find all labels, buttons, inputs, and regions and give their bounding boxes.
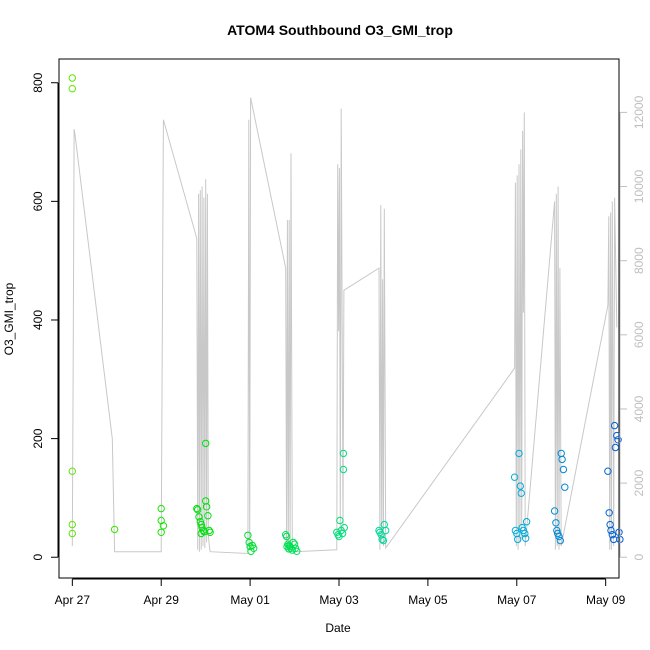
- data-point: [552, 519, 560, 527]
- data-point: [516, 482, 524, 490]
- x-axis: Apr 27 Apr 29 May 01 May 03 May 05 May 07 May …: [55, 578, 626, 607]
- data-point: [68, 74, 77, 82]
- data-point: [510, 473, 519, 481]
- x-tick-label: Apr 29: [144, 593, 180, 607]
- data-point: [610, 421, 619, 430]
- y-right-tick-label: 8000: [632, 247, 646, 274]
- data-point: [522, 534, 530, 542]
- data-point: [195, 513, 203, 521]
- x-tick-label: May 07: [497, 593, 537, 607]
- x-tick-label: May 09: [586, 593, 626, 607]
- data-point: [285, 545, 293, 553]
- data-point: [559, 465, 568, 474]
- y-right-tick-label: 6000: [632, 321, 646, 348]
- data-point: [555, 532, 563, 541]
- x-axis-label: Date: [325, 621, 351, 635]
- data-point: [615, 528, 623, 536]
- data-point: [159, 522, 168, 530]
- data-point: [382, 526, 390, 535]
- data-point: [339, 465, 348, 474]
- data-point: [556, 536, 564, 545]
- data-point: [157, 528, 165, 536]
- data-point: [157, 504, 165, 513]
- data-point: [202, 439, 210, 448]
- data-point: [614, 436, 622, 444]
- y-right-tick-label: 10000: [632, 169, 646, 203]
- x-tick-label: May 01: [230, 593, 270, 607]
- data-point: [293, 547, 301, 555]
- data-point: [605, 509, 613, 517]
- y-axis-left: 0 200 400 600 800: [31, 72, 59, 561]
- data-point: [290, 540, 299, 548]
- data-point: [378, 535, 386, 544]
- y-left-tick-label: 0: [31, 554, 45, 561]
- y-left-tick-label: 600: [31, 191, 45, 211]
- y-right-tick-label: 2000: [632, 469, 646, 496]
- data-point: [204, 512, 212, 520]
- data-point: [68, 467, 77, 475]
- data-point: [521, 529, 529, 538]
- data-point: [340, 523, 348, 532]
- y-left-tick-label: 400: [31, 310, 45, 330]
- y-axis-right: 0 2000 4000 6000 8000 10000 12000: [619, 95, 646, 561]
- x-tick-label: May 03: [319, 593, 359, 607]
- data-point: [282, 532, 291, 541]
- data-point: [283, 542, 291, 551]
- data-point: [379, 536, 388, 545]
- data-point: [558, 455, 566, 464]
- y-left-tick-label: 800: [31, 72, 45, 92]
- y-axis-label: O3_GMI_trop: [2, 282, 16, 355]
- y-left-tick-label: 200: [31, 428, 45, 448]
- data-point: [202, 503, 211, 511]
- scatter-series: [68, 74, 624, 555]
- data-point: [68, 520, 77, 529]
- data-point: [604, 467, 612, 475]
- chart-title: ATOM4 Southbound O3_GMI_trop: [227, 22, 453, 38]
- x-tick-label: May 05: [408, 593, 448, 607]
- plot-frame: [58, 58, 620, 579]
- data-point: [514, 535, 522, 544]
- data-point: [339, 449, 348, 458]
- data-point: [550, 507, 559, 515]
- y-right-tick-label: 4000: [632, 395, 646, 422]
- data-point: [206, 528, 214, 536]
- data-point: [336, 516, 344, 525]
- data-point: [517, 489, 525, 497]
- x-tick-label: Apr 27: [55, 593, 91, 607]
- data-point: [522, 518, 531, 526]
- data-point: [561, 483, 569, 491]
- data-point: [515, 449, 523, 458]
- data-point: [244, 531, 252, 539]
- data-point: [607, 526, 615, 535]
- data-point: [194, 506, 202, 514]
- data-point: [193, 504, 201, 513]
- right-axis-line-series: [71, 97, 618, 555]
- data-point: [608, 531, 616, 539]
- data-point: [611, 443, 620, 452]
- y-right-tick-label: 0: [632, 554, 646, 561]
- data-point: [250, 544, 258, 552]
- y-right-tick-label: 12000: [632, 95, 646, 129]
- data-point: [110, 525, 119, 534]
- series-line: [71, 97, 618, 555]
- data-point: [68, 85, 77, 93]
- data-point: [197, 529, 205, 538]
- data-point: [68, 529, 77, 538]
